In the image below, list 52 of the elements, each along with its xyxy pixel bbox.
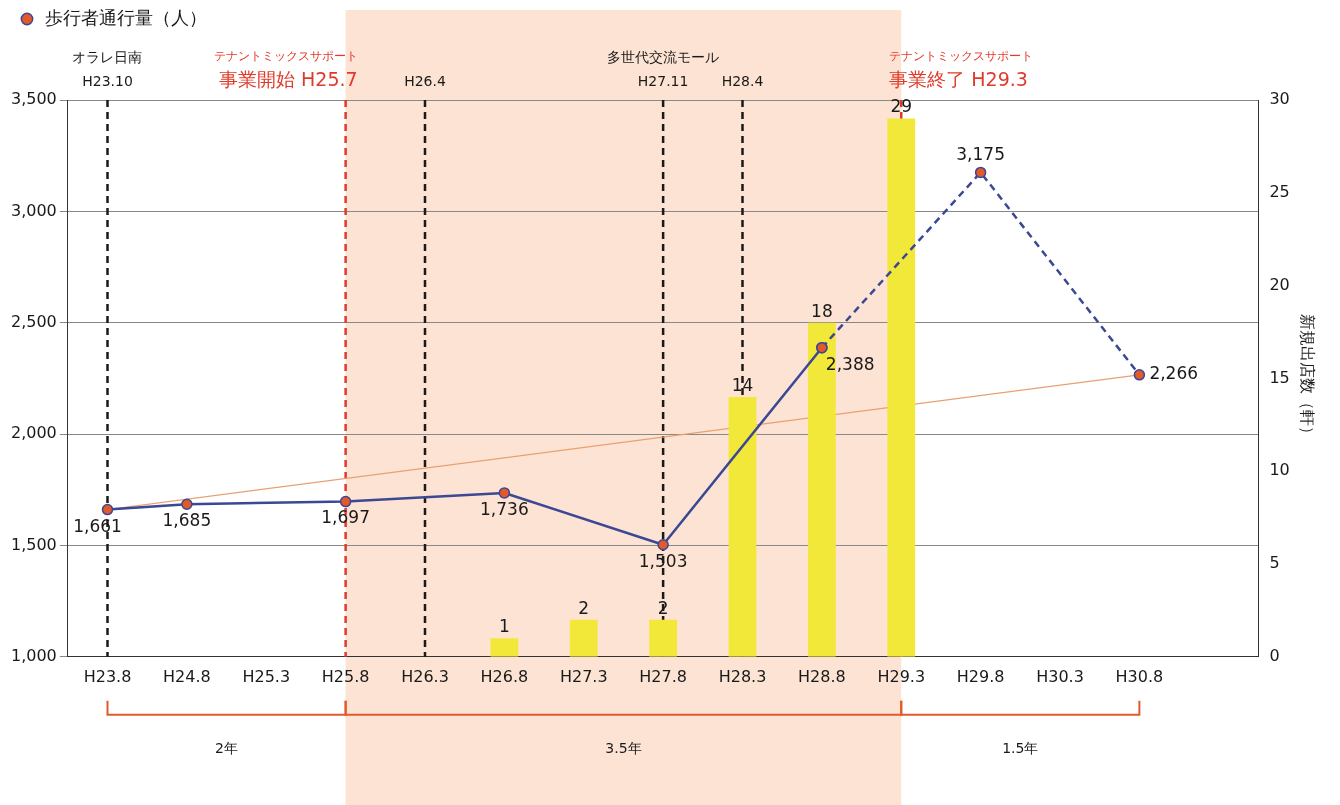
data-label: 1,736 — [480, 498, 529, 519]
x-tick-label: H30.8 — [1115, 666, 1164, 686]
data-label: 3,175 — [956, 144, 1005, 165]
x-tick-label: H29.8 — [956, 666, 1005, 686]
y2-tick-label: 0 — [1269, 645, 1280, 665]
x-tick-label: H28.8 — [798, 666, 846, 686]
data-label: 14 — [731, 374, 754, 395]
data-label: 2,266 — [1149, 363, 1199, 384]
data-label: 1,503 — [638, 550, 688, 571]
data-label: 29 — [890, 96, 913, 117]
x-tick-label: H28.3 — [718, 666, 767, 686]
y2-axis-title: 新規出店数（軒） — [1298, 314, 1318, 443]
y-tick-label: 1,000 — [10, 645, 57, 665]
x-tick-label: H27.8 — [639, 666, 687, 686]
x-tick-label: H25.8 — [321, 666, 370, 686]
text: 3.5年 — [605, 740, 642, 757]
y-tick-label: 2,500 — [10, 311, 57, 331]
y2-tick-label: 15 — [1269, 367, 1290, 387]
data-label: 1,685 — [162, 510, 212, 531]
ref-line-label: H26.4 — [404, 73, 446, 89]
y-tick-label: 3,000 — [10, 200, 57, 220]
x-tick-label: H25.3 — [242, 666, 291, 686]
x-tick-label: H27.3 — [559, 666, 608, 686]
ref-line-label: オラレ日南 H23.10 — [72, 49, 143, 89]
ref-line-label: 多世代交流モール H27.11 — [607, 49, 720, 89]
y2-tick-label: 20 — [1269, 274, 1290, 294]
x-tick-label: H26.8 — [480, 666, 529, 686]
data-label: 1,661 — [73, 515, 122, 536]
y2-tick-label: 30 — [1269, 89, 1290, 109]
ref-line-label: 事業終了 H29.3 — [889, 68, 1028, 90]
y2-tick-label: 10 — [1269, 460, 1290, 480]
y2-tick-label: 5 — [1269, 553, 1280, 573]
x-tick-label: H30.3 — [1036, 666, 1084, 686]
x-tick-label: H29.3 — [877, 666, 926, 686]
y2-tick-label: 25 — [1269, 181, 1290, 201]
data-label: 1,697 — [321, 507, 370, 528]
data-label: 18 — [811, 300, 833, 321]
text: 2年 — [215, 740, 239, 757]
y-tick-label: 1,500 — [10, 534, 57, 554]
x-tick-label: H23.8 — [83, 666, 132, 686]
data-label: 2 — [578, 597, 590, 618]
y-tick-label: 3,500 — [10, 89, 57, 109]
x-tick-label: H24.8 — [163, 666, 211, 686]
x-tick-label: H26.3 — [401, 666, 449, 686]
ref-line-label: H28.4 — [721, 73, 764, 89]
text: 1.5年 — [1002, 740, 1039, 757]
data-label: 1 — [498, 616, 510, 637]
y-tick-label: 2,000 — [10, 423, 57, 443]
text: テナントミックスサポート — [889, 49, 1034, 63]
legend-label: 歩行者通行量（人） — [45, 6, 207, 28]
ref-line-label: 事業開始 H25.7 — [218, 68, 358, 90]
text: テナントミックスサポート — [213, 49, 358, 63]
